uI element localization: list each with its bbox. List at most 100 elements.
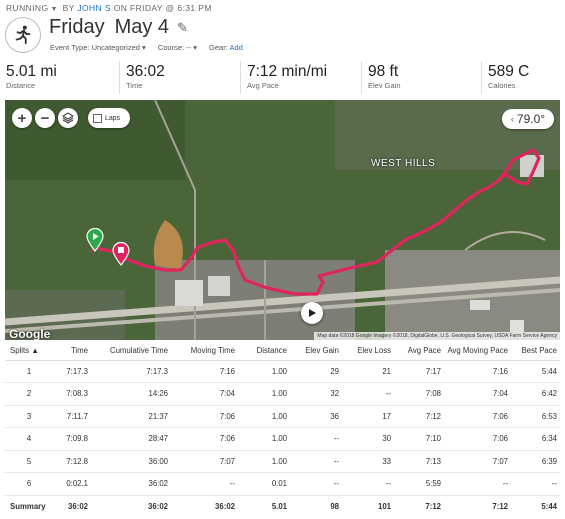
table-cell: 1.00 <box>238 427 290 451</box>
table-cell: 4 <box>5 427 53 451</box>
stat-value: 98 ft <box>368 63 399 80</box>
table-row: 2 7:08.3 14:26 7:04 1.00 32 -- 7:08 7:04… <box>5 382 560 406</box>
course-selector[interactable]: Course: -- ▾ <box>158 43 197 52</box>
stat-value: 36:02 <box>126 63 165 80</box>
column-header[interactable]: Best Pace <box>511 342 560 361</box>
table-cell: 7:06 <box>444 427 511 451</box>
table-cell: 6:34 <box>511 427 560 451</box>
table-row: 5 7:12.8 36:00 7:07 1.00 -- 33 7:13 7:07… <box>5 450 560 473</box>
table-cell: 7:10 <box>394 427 444 451</box>
table-cell: 36:02 <box>148 502 168 511</box>
route-line <box>91 148 541 296</box>
column-header[interactable]: Elev Loss <box>342 342 394 361</box>
on-label: on Friday @ <box>113 3 175 13</box>
by-label: By <box>62 3 75 13</box>
gear-field: Gear: Add <box>209 43 243 52</box>
user-link[interactable]: John S <box>77 3 111 13</box>
course-value: -- <box>186 43 192 52</box>
activity-title: Friday May 4 ✎ <box>49 16 188 39</box>
stat-value: 7:12 min/mi <box>247 63 328 80</box>
table-cell: 7:13 <box>394 450 444 473</box>
add-gear-link[interactable]: Add <box>229 43 243 52</box>
table-cell: 5.01 <box>271 502 287 511</box>
chevron-left-icon: ‹ <box>510 114 514 124</box>
activity-type[interactable]: Running <box>6 3 49 13</box>
event-type-value: Uncategorized <box>91 43 140 52</box>
weather-widget[interactable]: ‹ 79.0° <box>502 109 554 129</box>
column-header[interactable]: Elev Gain <box>290 342 342 361</box>
laps-toggle[interactable]: Laps <box>88 108 130 128</box>
table-cell: -- <box>342 472 394 496</box>
table-cell: 7:12 <box>394 405 444 428</box>
column-header[interactable]: Cumulative Time <box>91 342 171 361</box>
table-cell: 5 <box>5 450 53 473</box>
activity-day[interactable]: Friday <box>49 16 105 38</box>
table-cell: 101 <box>377 502 391 511</box>
zoom-out-icon[interactable]: − <box>35 108 55 128</box>
start-marker[interactable] <box>86 228 104 252</box>
map-attribution[interactable]: Map data ©2018 Google Imagery ©2018, Dig… <box>314 332 560 340</box>
stat-distance: 5.01 mi Distance <box>0 61 120 94</box>
table-row: 1 7:17.3 7:17.3 7:16 1.00 29 21 7:17 7:1… <box>5 360 560 383</box>
sort-splits-column[interactable]: Splits ▲ <box>5 342 53 361</box>
laps-label: Laps <box>105 114 121 122</box>
summary-row: Summary 36:02 36:02 36:02 5.01 98 101 7:… <box>5 495 560 518</box>
table-cell: 0.01 <box>238 472 290 496</box>
chevron-down-icon[interactable]: ▼ <box>50 6 58 13</box>
column-header[interactable]: Distance <box>238 342 290 361</box>
event-type-selector[interactable]: Event Type: Uncategorized ▾ <box>50 43 146 52</box>
table-cell: 7:06 <box>171 405 238 428</box>
column-header[interactable]: Avg Pace <box>394 342 444 361</box>
breadcrumb: Running ▼ By John S on Friday @ 6:31 PM <box>6 3 212 13</box>
table-cell: 7:06 <box>444 405 511 428</box>
table-cell: 7:07 <box>171 450 238 473</box>
splits-header-row: Splits ▲ Time Cumulative Time Moving Tim… <box>5 342 560 361</box>
table-row: 3 7:11.7 21:37 7:06 1.00 36 17 7:12 7:06… <box>5 405 560 428</box>
table-cell: 1.00 <box>238 382 290 406</box>
stat-label: Distance <box>6 81 36 90</box>
splits-table: Splits ▲ Time Cumulative Time Moving Tim… <box>5 342 560 518</box>
play-icon[interactable] <box>301 302 323 324</box>
table-cell: 36:02 <box>91 472 171 496</box>
table-cell: 7:17 <box>394 360 444 383</box>
zoom-in-icon[interactable]: + <box>12 108 32 128</box>
table-cell: 17 <box>342 405 394 428</box>
place-label: WEST HILLS <box>371 158 436 169</box>
activity-meta: Event Type: Uncategorized ▾ Course: -- ▾… <box>50 43 243 52</box>
column-header[interactable]: Moving Time <box>171 342 238 361</box>
table-cell: 7:04 <box>444 382 511 406</box>
table-cell: -- <box>511 472 560 496</box>
laps-checkbox[interactable] <box>93 113 102 123</box>
table-cell: 7:08 <box>394 382 444 406</box>
stat-time: 36:02 Time <box>120 61 241 94</box>
gear-label: Gear: <box>209 43 228 52</box>
stat-elev-gain: 98 ft Elev Gain <box>362 61 482 94</box>
table-cell: 7:16 <box>444 360 511 383</box>
table-cell: 2 <box>5 382 53 406</box>
stat-label: Elev Gain <box>368 81 401 90</box>
table-row: 4 7:09.8 28:47 7:06 1.00 -- 30 7:10 7:06… <box>5 427 560 451</box>
table-cell: 7:09.8 <box>53 427 91 451</box>
end-marker[interactable] <box>112 242 130 266</box>
table-cell: 0:02.1 <box>53 472 91 496</box>
table-cell: 7:08.3 <box>53 382 91 406</box>
table-cell: 5:59 <box>394 472 444 496</box>
layers-icon[interactable] <box>58 108 78 128</box>
running-icon <box>5 17 41 53</box>
column-header[interactable]: Time <box>53 342 91 361</box>
table-cell: 21:37 <box>91 405 171 428</box>
stat-value: 5.01 mi <box>6 63 57 80</box>
route-map[interactable]: + − Laps ‹ 79.0° WEST HILLS Google Map d… <box>5 100 560 340</box>
chevron-down-icon: ▾ <box>193 43 198 52</box>
table-cell: 7:12 <box>425 502 441 511</box>
table-cell: 33 <box>342 450 394 473</box>
table-cell: -- <box>290 450 342 473</box>
table-cell: 5:44 <box>541 502 557 511</box>
stat-label: Calories <box>488 81 516 90</box>
column-header[interactable]: Avg Moving Pace <box>444 342 511 361</box>
table-cell: 6 <box>5 472 53 496</box>
course-label: Course: <box>157 43 185 52</box>
pencil-icon[interactable]: ✎ <box>177 19 188 35</box>
table-cell: -- <box>342 382 394 406</box>
activity-date[interactable]: May 4 <box>114 16 170 38</box>
